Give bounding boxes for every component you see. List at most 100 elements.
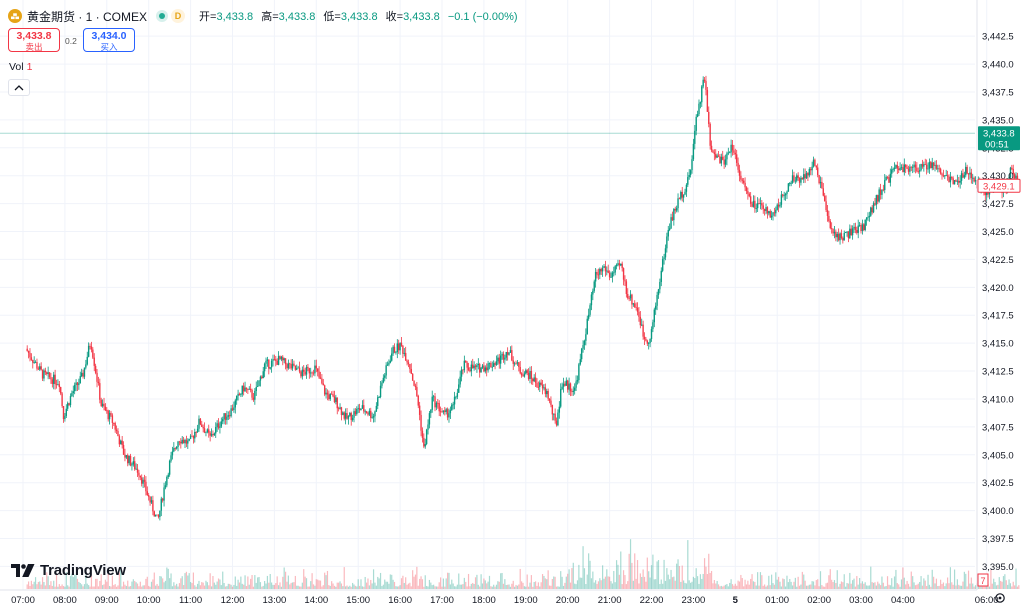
volume-bar: [340, 583, 343, 589]
symbol-legend: 黄金期货 · 1 · COMEX D 开=3,433.8 高=3,433.8 低…: [8, 7, 523, 25]
volume-bar: [201, 582, 203, 589]
volume-bar: [86, 583, 88, 589]
volume-bar: [751, 574, 753, 589]
candle-body: [810, 169, 812, 171]
candle-body: [765, 207, 767, 212]
volume-bar: [1001, 581, 1003, 589]
volume-bar: [300, 586, 302, 589]
volume-bar: [111, 575, 113, 589]
candle-body: [740, 175, 742, 180]
volume-bar: [741, 578, 743, 589]
candle-body: [589, 305, 591, 315]
time-axis[interactable]: 07:00 08:00 09:00 10:00 11:00 12:00 13:00 14:00…: [11, 595, 998, 606]
settings-gear-icon[interactable]: [995, 593, 1005, 603]
candle-body: [202, 426, 204, 429]
volume-bar: [29, 585, 31, 589]
candle-body: [608, 272, 611, 278]
candle-body: [562, 383, 565, 387]
candle-body: [399, 342, 401, 351]
candle-body: [481, 365, 484, 368]
candle-body: [356, 408, 358, 415]
volume-bar: [229, 583, 231, 589]
candle-body: [842, 238, 844, 241]
volume-bar: [240, 576, 242, 589]
volume-bar: [402, 575, 404, 589]
sell-button[interactable]: 3,433.8 卖出: [8, 28, 60, 52]
candle-body: [934, 164, 936, 166]
candle-body: [304, 371, 306, 375]
collapse-legend-button[interactable]: [8, 79, 30, 96]
candle-body: [411, 373, 414, 381]
volume-bar: [733, 585, 735, 589]
volume-bar: [926, 586, 928, 589]
volume-bar: [139, 581, 141, 589]
volume-bar: [871, 582, 873, 589]
candle-body: [539, 382, 541, 388]
candle-body: [175, 446, 178, 449]
candle-body: [488, 363, 491, 364]
volume-bar: [486, 583, 488, 589]
time-tick-label: 09:00: [95, 595, 119, 606]
candle-body: [332, 394, 334, 397]
volume-bar: [754, 581, 756, 589]
candle-body: [865, 217, 868, 220]
candle-body: [427, 424, 429, 430]
volume-bar: [145, 578, 147, 589]
candle-body: [548, 398, 551, 401]
candle-body: [473, 365, 475, 369]
tradingview-logo[interactable]: TradingView: [11, 562, 126, 579]
candle-body: [724, 159, 727, 165]
candle-body: [43, 370, 45, 379]
candle-body: [463, 360, 466, 371]
volume-bar: [548, 585, 551, 589]
candle-body: [337, 408, 340, 410]
buy-button[interactable]: 3,434.0 买入: [83, 28, 135, 52]
volume-bar: [326, 570, 329, 589]
ohlc-open: 3,433.8: [216, 11, 254, 23]
volume-bar: [824, 586, 826, 589]
volume-bar: [65, 572, 67, 589]
price-axis[interactable]: 3,442.53,440.03,437.53,435.03,432.53,430…: [982, 32, 1014, 573]
symbol-title[interactable]: 黄金期货 · 1 · COMEX: [27, 9, 148, 24]
candle-body: [829, 221, 831, 229]
candle-body: [594, 271, 597, 282]
time-tick-label: 13:00: [263, 595, 287, 606]
candle-body: [110, 412, 112, 416]
volume-bar: [219, 579, 221, 589]
volume-bar: [924, 580, 926, 589]
volume-bar: [812, 581, 815, 589]
volume-bar: [958, 584, 960, 589]
volume-bar: [889, 585, 891, 589]
volume-bar: [878, 583, 880, 589]
candle-body: [575, 381, 577, 388]
candle-body: [318, 371, 320, 378]
volume-bar: [321, 586, 323, 589]
volume-bar: [970, 577, 972, 589]
candle-body: [286, 364, 288, 369]
candle-body: [600, 269, 602, 272]
candle-body: [900, 167, 903, 169]
volume-bar: [571, 568, 573, 589]
volume-bar: [346, 585, 348, 589]
candle-body: [372, 416, 375, 418]
candle-body: [565, 380, 568, 386]
volume-bar: [389, 574, 391, 589]
volume-bar: [163, 582, 165, 589]
volume-bar: [596, 583, 598, 589]
candle-body: [431, 396, 433, 410]
candle-body: [30, 357, 33, 360]
volume-bar: [381, 586, 383, 589]
candle-body: [265, 360, 267, 364]
candle-body: [494, 363, 496, 365]
volume-bar: [684, 582, 686, 589]
volume-bar: [595, 580, 597, 589]
candle-body: [727, 152, 730, 154]
volume-bar: [251, 575, 253, 589]
volume-bar: [27, 581, 30, 589]
volume-bar: [772, 583, 774, 589]
candle-body: [823, 195, 826, 202]
candle-body: [808, 169, 811, 176]
candle-body: [371, 417, 373, 419]
candle-body: [467, 367, 470, 370]
